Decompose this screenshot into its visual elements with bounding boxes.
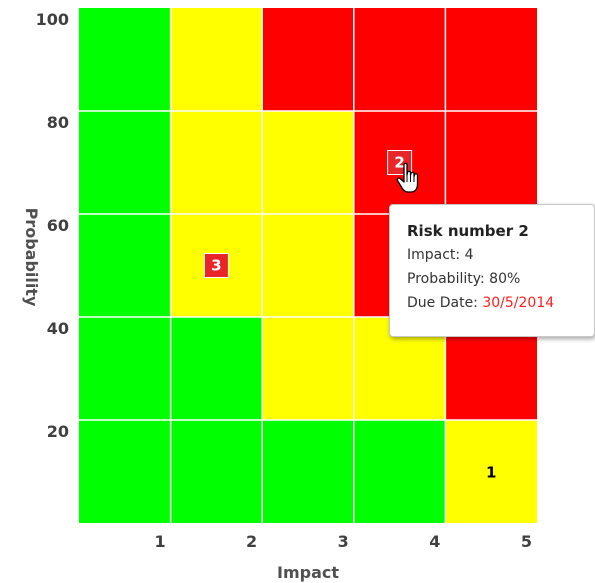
y-axis-title: Probability: [22, 208, 41, 307]
risk-marker-2[interactable]: 2: [387, 150, 413, 175]
risk-marker-box: [203, 253, 229, 278]
heatmap-cell: [170, 420, 263, 523]
x-axis-title: Impact: [277, 563, 339, 582]
heatmap-cell: [262, 214, 354, 317]
heatmap-cell: [79, 214, 171, 317]
x-axis-ticks: 1 2 3 4 5: [154, 532, 532, 551]
x-tick-label: 1: [154, 532, 165, 551]
heatmap-cell: [445, 420, 537, 523]
tooltip-probability-label: Probability:: [407, 271, 490, 287]
risk-markers: 1 2 3: [203, 150, 496, 482]
risk-tooltip: Risk number 2 Impact: 4 Probability: 80%…: [389, 204, 595, 337]
heatmap-cell: [262, 317, 354, 420]
tooltip-due-value: 30/5/2014: [482, 295, 555, 311]
risk-marker-label: 2: [394, 154, 404, 172]
heatmap-cell: [79, 420, 171, 523]
heatmap-cell: [445, 111, 537, 214]
risk-marker-box: [387, 150, 413, 175]
y-tick-label: 100: [36, 10, 69, 29]
heatmap-cell: [445, 8, 537, 111]
tooltip-impact-row: Impact: 4: [407, 243, 594, 267]
y-tick-label: 40: [47, 319, 69, 338]
y-tick-label: 20: [47, 422, 69, 441]
risk-marker-1[interactable]: 1: [486, 464, 496, 482]
risk-marker-label: 3: [211, 257, 221, 275]
risk-marker-3[interactable]: 3: [203, 253, 229, 278]
tooltip-probability-row: Probability: 80%: [407, 267, 594, 291]
y-tick-label: 80: [47, 113, 69, 132]
heatmap-cell: [262, 111, 354, 214]
tooltip-due-label: Due Date:: [407, 295, 483, 311]
y-tick-label: 60: [47, 216, 69, 235]
x-tick-label: 3: [338, 532, 349, 551]
heatmap-cell: [262, 420, 354, 523]
heatmap-cells: [79, 8, 537, 523]
x-tick-label: 2: [246, 532, 257, 551]
tooltip-impact-value: 4: [464, 247, 474, 263]
heatmap-cell: [79, 8, 171, 111]
heatmap-cell: [353, 420, 446, 523]
heatmap-cell: [170, 317, 263, 420]
x-tick-label: 4: [429, 532, 440, 551]
x-tick-label: 5: [521, 532, 532, 551]
heatmap-cell: [170, 8, 263, 111]
tooltip-probability-value: 80%: [489, 271, 521, 287]
heatmap-cell: [79, 111, 171, 214]
tooltip-impact-label: Impact:: [407, 247, 465, 263]
tooltip-title: Risk number 2: [407, 222, 529, 240]
hand-pointer-icon: [396, 162, 419, 193]
heatmap-cell: [353, 8, 446, 111]
heatmap-cell: [170, 111, 263, 214]
y-axis-ticks: 20 40 60 80 100: [36, 10, 69, 441]
heatmap-cell: [262, 8, 354, 111]
heatmap-cell: [79, 317, 171, 420]
tooltip-due-row: Due Date: 30/5/2014: [407, 291, 594, 315]
